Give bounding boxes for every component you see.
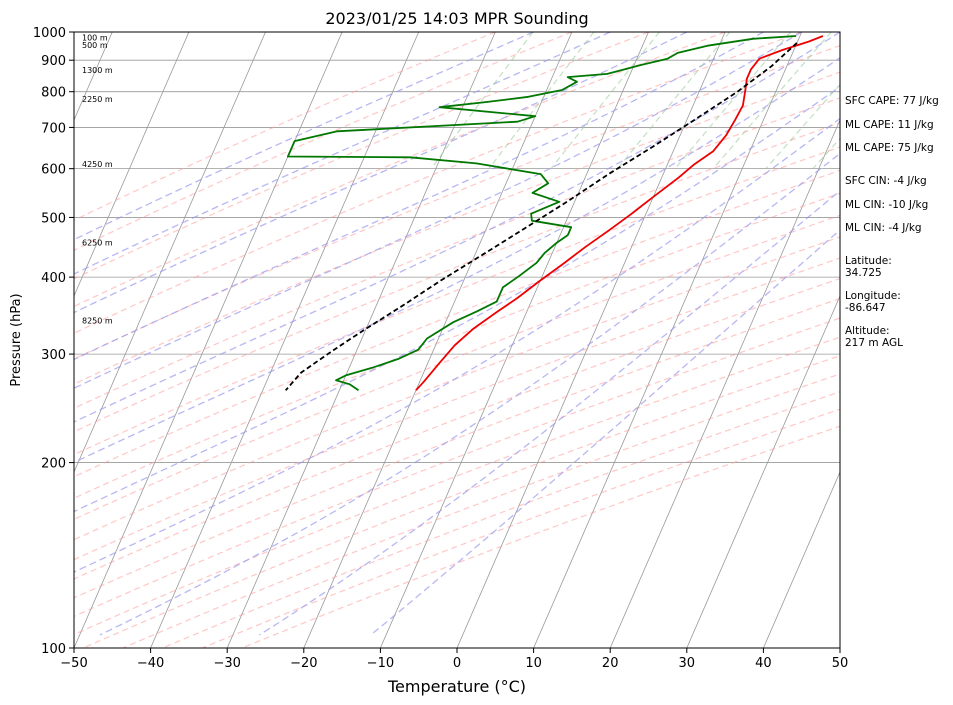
height-label: 2250 m [82, 95, 113, 104]
dry-adiabat-line [74, 192, 840, 499]
y-tick-label: 100 [41, 642, 66, 657]
sounding-parameters: SFC CAPE: 77 J/kg ML CAPE: 11 J/kg ML CAPE… [845, 95, 939, 349]
y-tick-label: 200 [41, 457, 66, 472]
height-label: 1300 m [82, 66, 113, 75]
background-lines [74, 32, 840, 648]
mixing-ratio-line [765, 83, 840, 170]
profile-series [285, 35, 824, 392]
annotation-text: Longitude: [845, 290, 901, 302]
annotation-text: 217 m AGL [845, 337, 903, 349]
moist-adiabat-line [74, 32, 803, 389]
dry-adiabat-line [74, 297, 840, 599]
annotation-text: Altitude: [845, 325, 890, 337]
x-tick-label: −40 [137, 656, 164, 671]
dry-adiabat-line [82, 355, 840, 648]
y-tick-label: 300 [41, 348, 66, 363]
y-axis-label: Pressure (hPa) [9, 293, 24, 386]
dry-adiabat-line [74, 146, 840, 456]
dewpoint-line [287, 35, 797, 392]
mixing-ratio-line [430, 32, 534, 170]
dry-adiabat-line [74, 32, 573, 251]
dry-adiabat-line [74, 214, 840, 520]
annotation-text: ML CIN: -10 J/kg [845, 199, 928, 211]
moist-adiabat-line [74, 85, 840, 513]
isotherm-line [303, 32, 573, 648]
moist-adiabat-line [74, 32, 764, 361]
y-tick-label: 600 [41, 163, 66, 178]
dry-adiabat-line [74, 122, 840, 433]
annotation-text: SFC CIN: -4 J/kg [845, 175, 927, 187]
dry-adiabat-line [74, 317, 840, 618]
y-tick-label: 500 [41, 211, 66, 226]
y-tick-label: 900 [41, 54, 66, 69]
y-tick-label: 400 [41, 271, 66, 286]
annotation-text: 34.725 [845, 267, 882, 279]
x-tick-label: −10 [367, 656, 394, 671]
mixing-ratio-line [712, 32, 832, 170]
moist-adiabat-line [74, 57, 840, 464]
isotherm-line [74, 32, 343, 648]
mixing-ratio-line [550, 32, 660, 170]
x-tick-label: 30 [679, 656, 696, 671]
x-tick-label: 10 [525, 656, 542, 671]
dry-adiabat-line [74, 257, 840, 561]
dry-adiabat-line [74, 277, 840, 580]
dry-adiabat-line [74, 336, 840, 636]
dry-adiabat-line [122, 373, 840, 648]
x-tick-label: −20 [290, 656, 317, 671]
x-axis-label: Temperature (°C) [387, 677, 526, 696]
annotation-text: ML CIN: -4 J/kg [845, 222, 922, 234]
moist-adiabat-line [74, 32, 611, 275]
annotation-text: SFC CAPE: 77 J/kg [845, 95, 939, 107]
isotherm-line [74, 32, 190, 298]
height-label: 100 m [82, 33, 108, 42]
annotation-text: -86.647 [845, 302, 886, 314]
x-tick-label: −30 [213, 656, 240, 671]
y-axis: 100 200 300 400 500 600 700 800 900 1000 [33, 26, 74, 657]
annotation-text: Latitude: [845, 255, 892, 267]
annotation-text: ML CAPE: 75 J/kg [845, 142, 934, 154]
mixing-ratio-line [488, 32, 595, 170]
dry-adiabat-line [74, 32, 726, 308]
x-tick-label: 50 [832, 656, 849, 671]
annotation-text: ML CAPE: 11 J/kg [845, 119, 934, 131]
isotherm-line [74, 32, 266, 474]
chart-title: 2023/01/25 14:03 MPR Sounding [325, 9, 588, 28]
isotherm-line [380, 32, 649, 648]
x-tick-label: 0 [453, 656, 461, 671]
isotherm-line [609, 118, 840, 648]
moist-adiabat-line [74, 117, 840, 573]
height-label: 500 m [82, 41, 108, 50]
x-tick-label: 20 [602, 656, 619, 671]
y-tick-label: 1000 [33, 26, 66, 41]
dry-adiabat-line [74, 32, 649, 280]
dry-adiabat-line [74, 97, 840, 409]
x-tick-label: −50 [60, 656, 87, 671]
y-tick-label: 800 [41, 86, 66, 101]
isotherm-line [456, 32, 726, 648]
dry-adiabat-line [74, 169, 840, 478]
height-label: 8250 m [82, 317, 113, 326]
dry-adiabat-line [74, 32, 802, 334]
x-axis: −50 −40 −30 −20 −10 0 10 20 30 40 50 [60, 648, 848, 671]
dry-adiabat-line [162, 391, 840, 648]
moist-adiabat-line [259, 189, 840, 636]
x-tick-label: 40 [755, 656, 772, 671]
moist-adiabat-line [74, 32, 840, 423]
y-tick-label: 700 [41, 121, 66, 136]
isotherm-line [686, 294, 840, 648]
parcel-path-line [285, 42, 798, 391]
moist-adiabat-line [74, 32, 688, 314]
isotherm-line [226, 32, 496, 648]
mixing-ratio-line [812, 137, 840, 170]
temperature-line [415, 35, 824, 391]
dry-adiabat-line [74, 236, 840, 541]
isotherm-line [763, 470, 840, 648]
moist-adiabat-line [99, 152, 840, 636]
height-label: 4250 m [82, 160, 113, 169]
height-label: 6250 m [82, 239, 113, 248]
